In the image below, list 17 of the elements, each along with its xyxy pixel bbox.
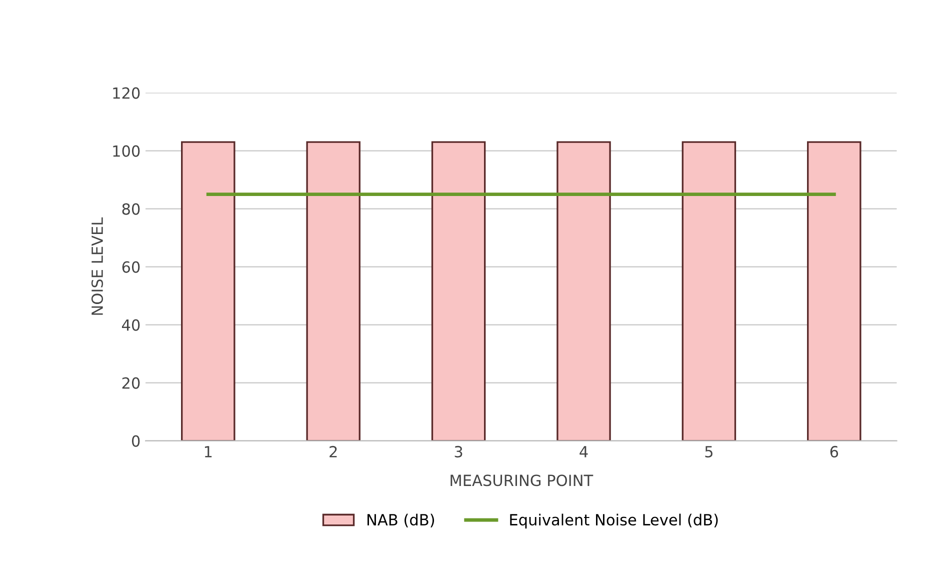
y-tick-label: 120: [113, 87, 140, 99]
y-tick-label: 80: [122, 203, 140, 215]
y-tick-label: 60: [122, 261, 140, 273]
legend-label: NAB (dB): [368, 514, 434, 528]
y-tick-label: 40: [122, 319, 140, 331]
x-tick-label: 4: [580, 446, 588, 458]
y-tick-label: 20: [122, 377, 140, 389]
y-axis-title: NOISE LEVEL: [91, 217, 104, 315]
y-tick-label: 100: [113, 145, 140, 157]
x-tick-label: 3: [454, 446, 462, 458]
x-tick-label: 6: [830, 446, 838, 458]
legend-label: Equivalent Noise Level (dB): [510, 514, 718, 528]
x-tick-label: 2: [330, 446, 337, 458]
y-tick-label: 0: [132, 435, 140, 447]
x-tick-label: 1: [204, 446, 212, 458]
x-axis-title: MEASURING POINT: [450, 474, 594, 486]
x-tick-label: 5: [705, 446, 712, 458]
